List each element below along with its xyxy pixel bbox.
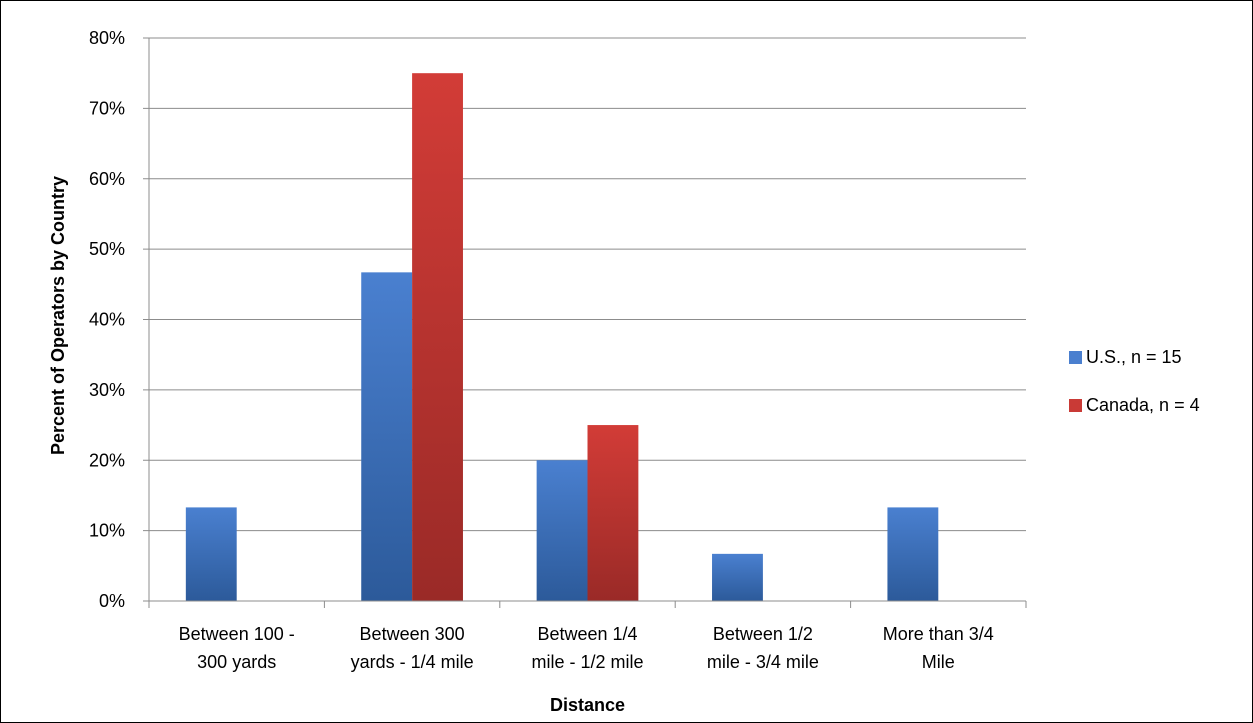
x-tick-label-line: Between 300 [360,624,465,644]
y-tick-label: 10% [89,521,125,541]
y-tick-label: 70% [89,98,125,118]
x-tick-label-line: Between 1/2 [713,624,813,644]
y-axis-title: Percent of Operators by Country [48,176,68,455]
x-axis-title: Distance [550,695,625,715]
bars [185,73,939,601]
x-tick-label-line: More than 3/4 [883,624,994,644]
x-tick-label: Between 1/4 mile - 1/2 mile [531,624,643,672]
bar-series-0-cat-1 [361,272,413,601]
x-tick-label-line: Between 100 - [179,624,295,644]
x-tick-label-line: 300 yards [197,652,276,672]
x-tick-label-line: Mile [922,652,955,672]
x-tick-label-line: mile - 3/4 mile [707,652,819,672]
bar-series-0-cat-3 [712,553,763,601]
bar-series-1-cat-2 [587,425,639,601]
legend: U.S., n = 15 Canada, n = 4 [1069,347,1200,415]
legend-label-1: Canada, n = 4 [1086,395,1200,415]
y-tick-label: 60% [89,169,125,189]
x-tick-label-line: yards - 1/4 mile [351,652,474,672]
x-tick-label: Between 100 - 300 yards [179,624,295,672]
x-tick-label-line: mile - 1/2 mile [531,652,643,672]
x-tick-label-line: Between 1/4 [537,624,637,644]
y-tick-label: 50% [89,239,125,259]
x-tick-label: Between 300 yards - 1/4 mile [351,624,474,672]
legend-swatch-0 [1069,351,1082,364]
x-tick-label: Between 1/2 mile - 3/4 mile [707,624,819,672]
legend-label-0: U.S., n = 15 [1086,347,1182,367]
bar-series-1-cat-1 [412,73,463,601]
y-tick-label: 30% [89,380,125,400]
y-tick-label: 20% [89,450,125,470]
bar-series-0-cat-2 [536,460,588,601]
gridlines [149,37,1026,532]
axes: 0% 10% 20% 30% 40% 50% 60% 70% 80% Between 100 - 3… [89,28,1027,672]
x-tick-label: More than 3/4 Mile [883,624,994,672]
y-tick-label: 0% [99,591,125,611]
legend-swatch-1 [1069,399,1082,412]
bar-series-0-cat-4 [887,507,939,601]
bar-series-0-cat-0 [185,507,237,601]
y-tick-label: 40% [89,310,125,330]
y-tick-label: 80% [89,28,125,48]
